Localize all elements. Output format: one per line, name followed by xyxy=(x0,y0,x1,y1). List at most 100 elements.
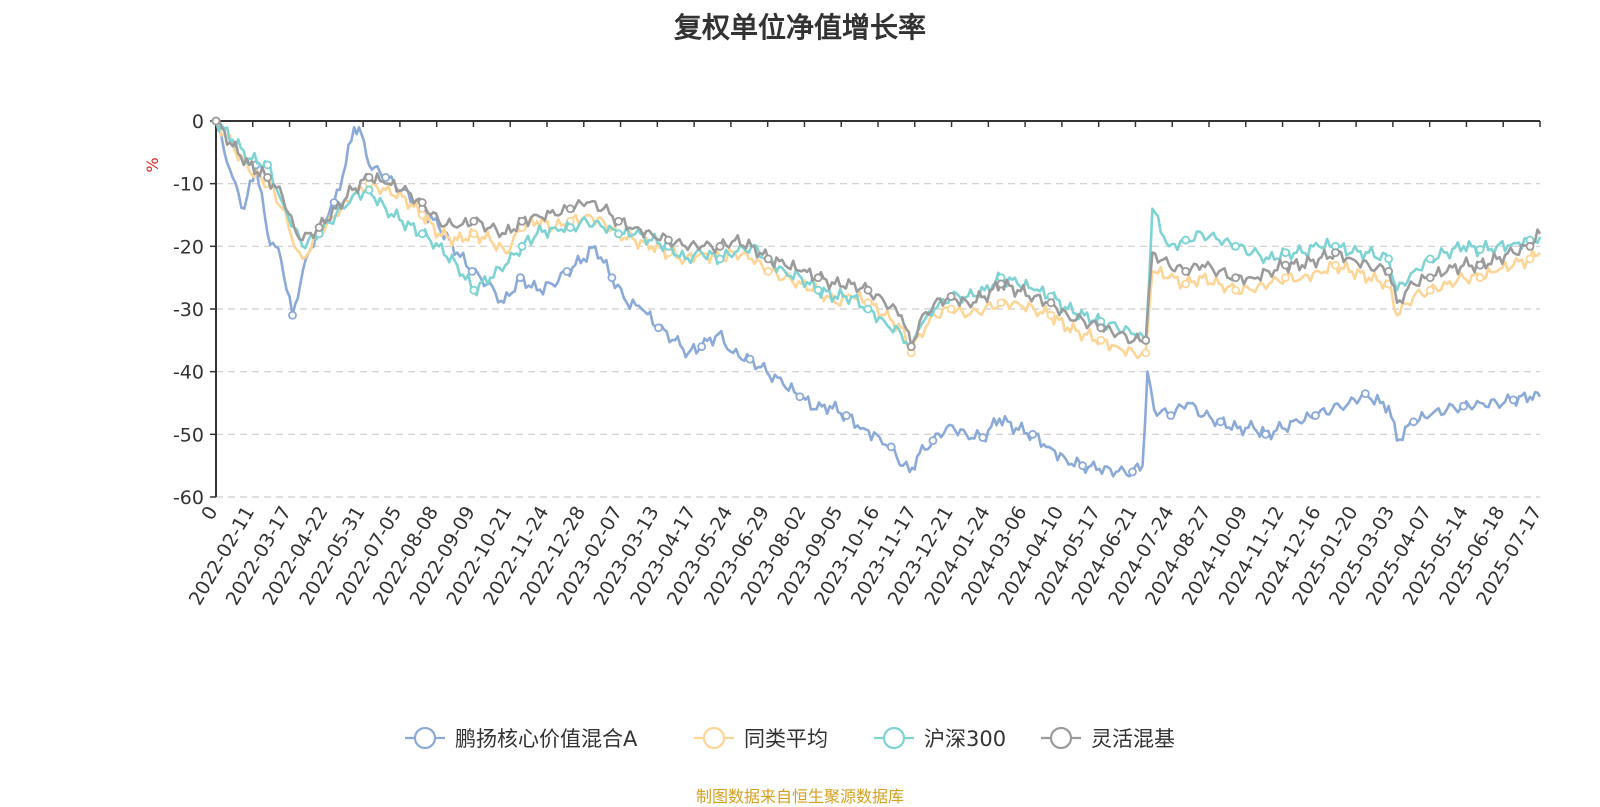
legend-label: 沪深300 xyxy=(924,727,1006,751)
series-marker xyxy=(607,273,617,283)
series-marker xyxy=(1181,279,1191,289)
series-marker xyxy=(1331,260,1340,270)
series-marker xyxy=(1181,235,1191,245)
series-marker xyxy=(364,185,374,195)
series-marker xyxy=(863,285,873,295)
series-marker xyxy=(263,160,272,170)
series-marker xyxy=(795,392,805,402)
series-marker xyxy=(517,241,527,251)
series-marker xyxy=(469,229,479,239)
series-marker xyxy=(1459,401,1468,411)
legend-item-1[interactable]: 同类平均 xyxy=(694,726,828,751)
series-marker xyxy=(1384,254,1394,264)
series-marker xyxy=(381,172,391,182)
series-marker xyxy=(946,304,956,314)
series-marker xyxy=(469,285,479,295)
series-marker xyxy=(1231,273,1241,283)
y-tick-label: -10 xyxy=(173,174,204,196)
series-line-0 xyxy=(214,120,1542,478)
legend-label: 同类平均 xyxy=(744,727,828,751)
series-marker xyxy=(841,411,851,420)
series-marker xyxy=(517,216,527,226)
series-marker xyxy=(1311,411,1320,420)
series-marker xyxy=(813,273,823,283)
x-axis: 02022-02-112022-03-172022-04-222022-05-3… xyxy=(185,120,1546,609)
series-marker xyxy=(1425,254,1435,264)
series-marker xyxy=(996,298,1006,308)
series-marker xyxy=(614,229,623,239)
series-marker xyxy=(1409,417,1418,427)
series-line-1 xyxy=(215,120,1541,360)
legend-marker xyxy=(413,726,437,750)
legend-marker xyxy=(882,726,906,750)
legend-item-0[interactable]: 鹏扬核心价值混合A xyxy=(405,726,638,751)
series-marker xyxy=(417,210,427,220)
series-marker xyxy=(1078,461,1087,471)
chart-title: 复权单位净值增长率 xyxy=(673,11,926,44)
series-marker xyxy=(614,216,623,226)
series-marker xyxy=(1181,266,1191,276)
series-lines xyxy=(211,116,1542,478)
series-marker xyxy=(1231,285,1241,295)
series-marker xyxy=(314,223,324,232)
series-marker xyxy=(697,342,707,352)
y-tick-label: -20 xyxy=(173,236,204,258)
series-marker xyxy=(1384,266,1394,276)
series-marker xyxy=(1261,429,1270,439)
series-marker xyxy=(211,116,221,126)
series-marker xyxy=(1475,273,1485,283)
series-marker xyxy=(1166,411,1176,420)
y-axis-unit-label: % xyxy=(143,157,162,172)
series-marker xyxy=(813,285,823,295)
series-marker xyxy=(715,254,725,264)
legend-marker xyxy=(1049,726,1073,750)
series-marker xyxy=(763,266,773,276)
legend-label: 鹏扬核心价值混合A xyxy=(455,727,638,751)
legend[interactable]: 鹏扬核心价值混合A 同类平均 沪深300 灵活混基 xyxy=(405,726,1175,751)
series-marker xyxy=(906,342,916,352)
y-tick-label: -50 xyxy=(173,424,204,446)
series-marker xyxy=(886,442,896,452)
y-tick-label: -40 xyxy=(173,362,204,384)
series-marker xyxy=(745,354,755,364)
series-marker xyxy=(1046,298,1056,308)
series-marker xyxy=(1281,260,1290,270)
series-line-2 xyxy=(214,120,1542,348)
series-marker xyxy=(1425,285,1435,295)
series-marker xyxy=(1096,323,1106,333)
series-marker xyxy=(1141,335,1151,345)
x-tick-label: 0 xyxy=(197,503,222,524)
series-marker xyxy=(1281,273,1290,283)
series-marker xyxy=(1231,241,1241,251)
y-axis: 0 -10 -20 -30 -40 -50 -60 xyxy=(173,111,217,509)
series-marker xyxy=(469,216,479,226)
series-marker xyxy=(763,254,773,264)
series-marker xyxy=(946,292,956,301)
series-marker xyxy=(1525,254,1535,264)
series-marker xyxy=(1331,248,1340,258)
series-marker xyxy=(1046,310,1056,320)
y-tick-label: -30 xyxy=(173,299,204,321)
series-marker xyxy=(467,266,477,276)
source-note: 制图数据来自恒生聚源数据库 xyxy=(695,787,904,806)
series-marker xyxy=(996,279,1006,289)
legend-item-3[interactable]: 灵活混基 xyxy=(1041,726,1175,751)
series-marker xyxy=(263,172,272,182)
series-marker xyxy=(288,310,297,320)
legend-item-2[interactable]: 沪深300 xyxy=(874,726,1006,751)
series-marker xyxy=(562,266,572,276)
y-tick-label: -60 xyxy=(173,487,204,509)
series-marker xyxy=(715,241,725,251)
legend-marker xyxy=(702,726,726,750)
series-marker xyxy=(1508,395,1518,405)
series-marker xyxy=(417,198,427,207)
series-marker xyxy=(863,304,873,314)
series-marker xyxy=(1141,348,1151,358)
series-marker xyxy=(1525,241,1535,251)
series-marker xyxy=(1028,429,1038,439)
series-marker xyxy=(978,433,988,442)
series-marker xyxy=(565,223,575,232)
series-marker xyxy=(417,229,427,239)
legend-label: 灵活混基 xyxy=(1091,727,1175,751)
